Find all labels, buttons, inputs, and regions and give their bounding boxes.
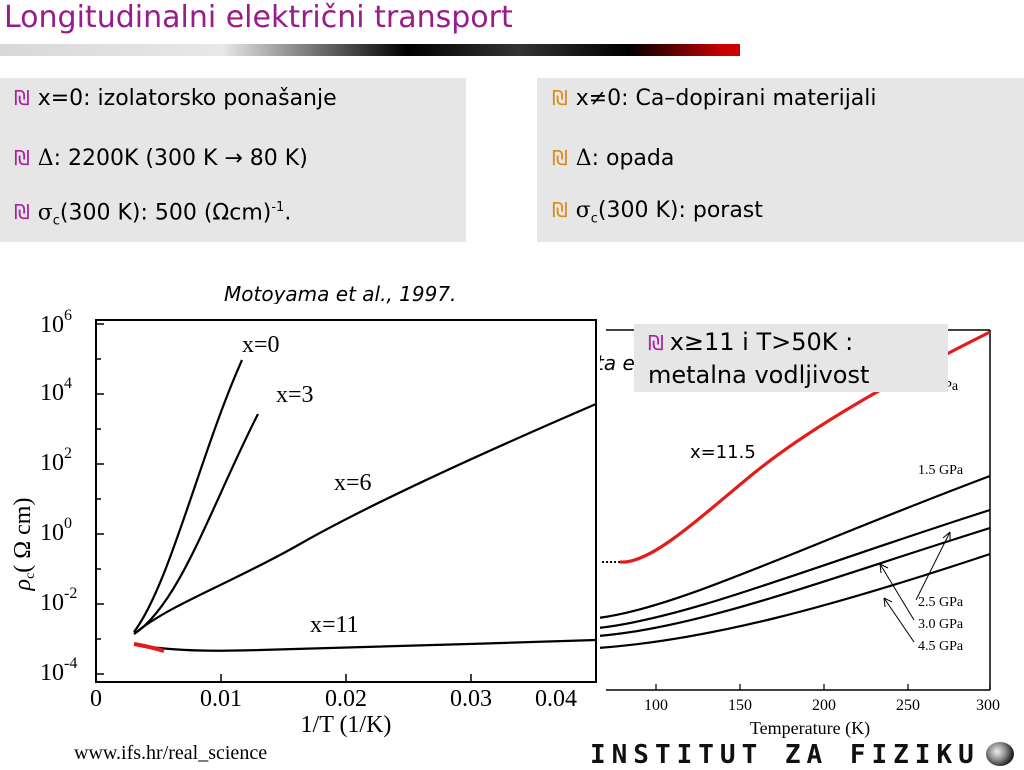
right-line-2: ₪ Δ: opada [552, 146, 675, 171]
arrow-head [942, 531, 951, 541]
left-line-1: ₪ x=0: izolatorsko ponašanje [14, 86, 337, 111]
curve-labels: x=0 x=3 x=6 x=11 [242, 332, 372, 638]
bullet-icon: ₪ [14, 146, 30, 170]
x-tick-label: 0.01 [200, 686, 242, 712]
y-tick-marks [96, 323, 104, 675]
footer-url[interactable]: www.ifs.hr/real_science [74, 742, 268, 764]
highlight-curve-x-11 [133, 642, 165, 653]
x-axis-ticks: 0 0.01 0.02 0.03 0.04 [90, 686, 577, 712]
plot-background [0, 304, 600, 740]
bullet-icon: ₪ [14, 200, 30, 225]
x-tick-label: 300 [976, 697, 1000, 714]
x-tick-label: 0.04 [535, 686, 577, 712]
arrow-head [883, 597, 893, 608]
bullet-icon: ₪ [552, 146, 568, 170]
arrow-3.0-gpa [879, 563, 915, 621]
bullet-icon: ₪ [648, 331, 664, 355]
left-resistivity-plot: 106 104 102 100 10-2 10-4 ρc( Ω cm) 0 0.… [0, 304, 600, 740]
right-info-box [537, 78, 1024, 242]
left-line-3: ₪ σc(300 K): 500 (Ωcm)-1. [14, 200, 292, 229]
bullet-icon: ₪ [14, 86, 30, 110]
pressure-label: 4.5 GPa [918, 639, 964, 654]
left-line-2: ₪ Δ: 2200K (300 K → 80 K) [14, 146, 308, 171]
curve-2.5-gpa [598, 508, 991, 630]
slide-title: Longitudinalni električni transport [4, 0, 513, 35]
left-info-box [0, 78, 466, 242]
x-tick-marks [220, 674, 472, 682]
y-tick-label: 102 [40, 445, 72, 476]
curve-3.0-gpa [598, 526, 991, 638]
right-line-3: ₪ σc(300 K): porast [552, 198, 763, 227]
x-tick-label: 0 [90, 686, 102, 712]
x-tick-label: 250 [896, 697, 920, 714]
callout-box: ₪ x≥11 i T>50K : metalna vodljivost [634, 324, 948, 392]
right-line-1: ₪ x≠0: Ca–dopirani materijali [552, 86, 877, 111]
y-tick-label: 100 [40, 515, 72, 546]
x-tick-label: 0.03 [450, 686, 492, 712]
partial-citation-text: ta e [598, 351, 635, 375]
x-tick-marks [655, 684, 991, 690]
citation: Motoyama et al., 1997. [224, 282, 457, 306]
callout-line-2: metalna vodljivost [648, 361, 870, 389]
arrow-2.5-gpa [915, 531, 951, 601]
x-tick-label: 150 [728, 697, 752, 714]
bullet-icon: ₪ [552, 198, 568, 222]
y-axis-label: ρc( Ω cm) [10, 498, 38, 592]
x-tick-label: 100 [644, 697, 668, 714]
curve-label: x=0 [242, 332, 280, 358]
y-axis-ticks: 106 104 102 100 10-2 10-4 [40, 307, 77, 686]
x-tick-label: 200 [812, 697, 836, 714]
curve-4.5-gpa [598, 552, 991, 650]
pressure-label: 3.0 GPa [918, 617, 964, 632]
footer-brand: INSTITUT ZA FIZIKU [590, 740, 980, 770]
x-tick-label: 0.02 [325, 686, 367, 712]
bullet-icon: ₪ [552, 86, 568, 110]
pressure-label: 1.5 GPa [918, 463, 964, 478]
curve-x-3 [133, 413, 259, 635]
y-tick-label: 10-2 [40, 585, 77, 616]
y-tick-label: 106 [40, 307, 72, 338]
x-axis-label: 1/T (1/K) [301, 712, 392, 738]
curve-x-11 [133, 638, 597, 652]
curve-1.5-gpa [598, 474, 991, 620]
x-axis-label: Temperature (K) [750, 718, 870, 739]
curve-label-x-11.5: x=11.5 [690, 442, 756, 463]
curve-label: x=3 [276, 382, 314, 408]
institute-logo-icon [986, 742, 1014, 766]
title-underline-bar [0, 44, 740, 56]
y-tick-label: 104 [40, 375, 72, 406]
curve-label: x=11 [310, 612, 359, 638]
callout-line-1: x≥11 i T>50K : [669, 328, 854, 356]
arrow-4.5-gpa [883, 597, 915, 643]
curve-x-6 [133, 402, 597, 635]
curve-x-0 [133, 359, 244, 633]
curve-label: x=6 [334, 470, 372, 496]
pressure-label: 2.5 GPa [918, 595, 964, 610]
arrow-head [879, 563, 889, 574]
y-tick-label: 10-4 [40, 655, 77, 686]
